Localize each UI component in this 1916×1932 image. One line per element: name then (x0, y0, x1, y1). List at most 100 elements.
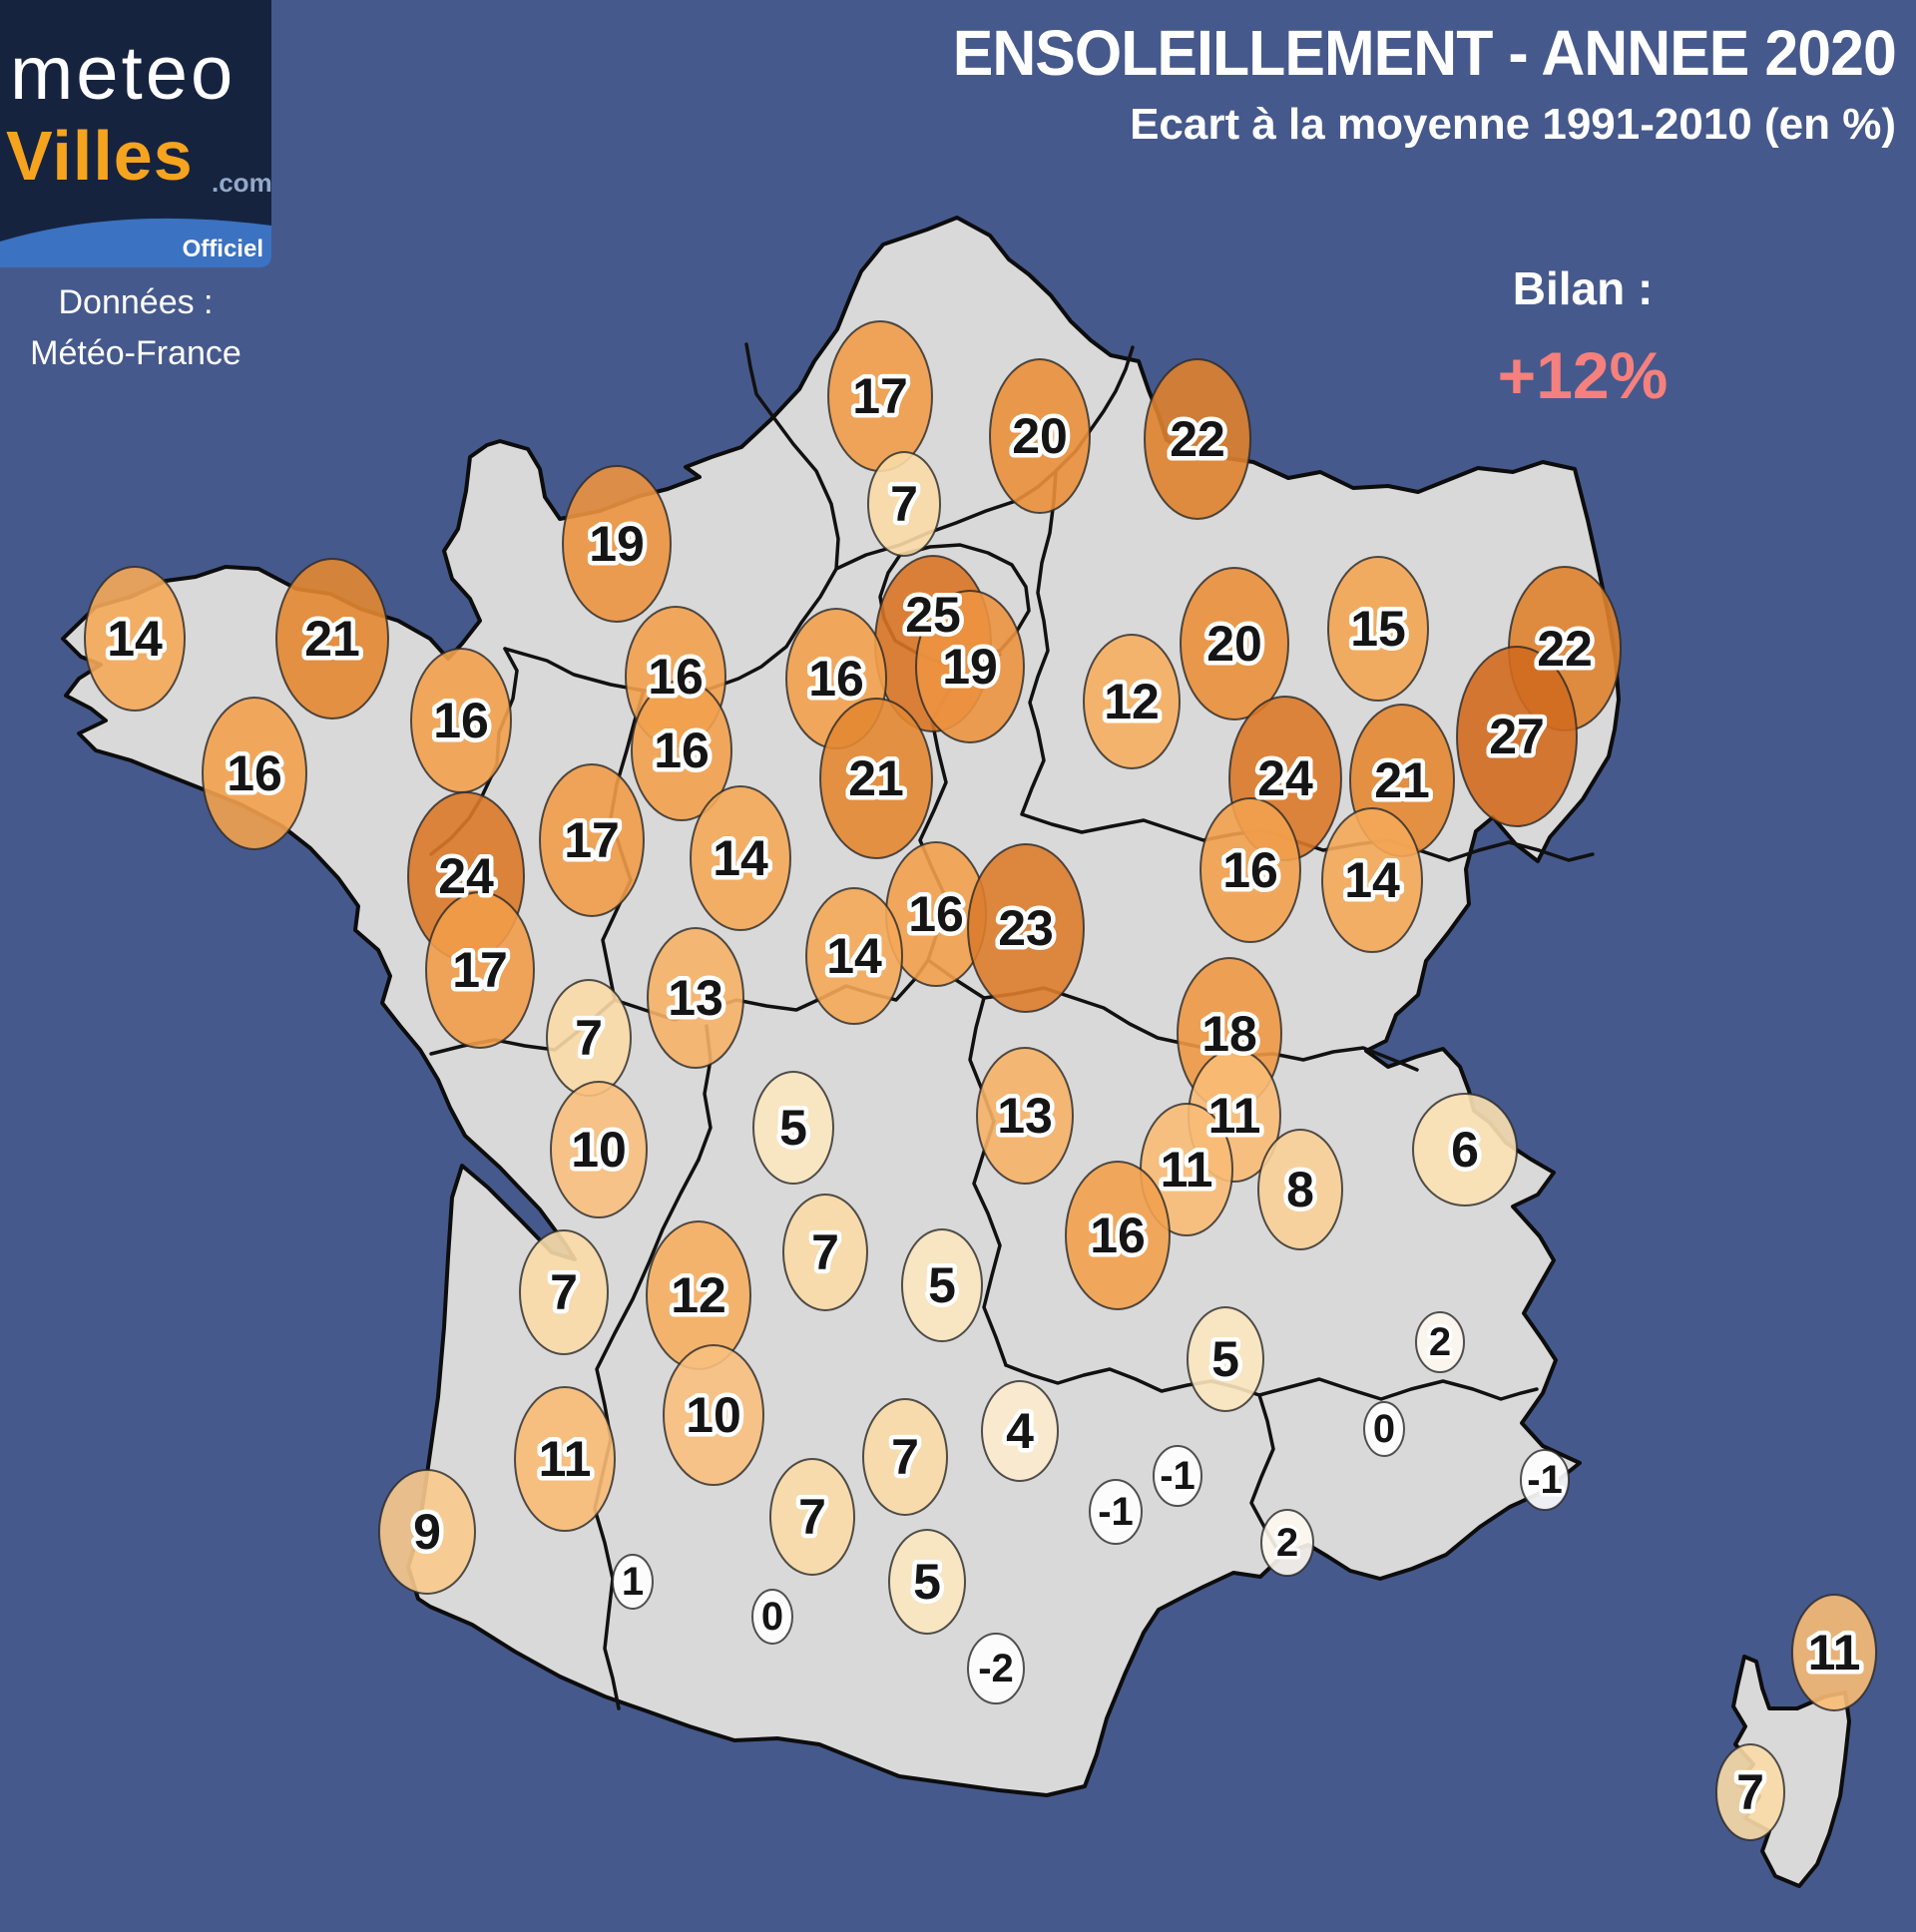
map-bubble-value: 0 (1373, 1407, 1395, 1451)
map-bubble-value: 24 (438, 848, 494, 904)
sunshine-bubbles (84, 320, 1877, 1841)
map-bubble-value: 22 (1170, 411, 1225, 467)
map-bubble-value: 1 (622, 1560, 644, 1604)
map-bubble-value: 19 (942, 639, 998, 695)
logo-text-meteo: meteo (10, 31, 237, 116)
map-bubble (1715, 1743, 1785, 1841)
page-subtitle: Ecart à la moyenne 1991-2010 (en %) (1130, 100, 1896, 149)
map-bubble-value: 14 (1344, 852, 1400, 908)
map-bubble (690, 785, 791, 931)
map-bubble (663, 1344, 764, 1486)
map-bubble-value: 10 (686, 1387, 741, 1443)
map-bubble (752, 1071, 834, 1185)
map-bubble-value: 4 (1006, 1403, 1034, 1459)
map-bubble (539, 763, 645, 917)
map-bubble (1083, 634, 1181, 769)
map-bubble (782, 1194, 868, 1311)
map-bubble-value: 12 (1104, 674, 1160, 729)
map-bubble-value: 2 (1429, 1320, 1451, 1364)
map-bubble-value: 17 (564, 812, 620, 868)
map-bubble (862, 1398, 948, 1516)
map-bubble (1791, 1594, 1877, 1711)
map-bubble (84, 566, 186, 712)
map-bubble-value: 17 (852, 368, 908, 424)
map-bubble-value: 16 (908, 886, 964, 942)
map-bubble-value: 15 (1350, 601, 1406, 657)
map-bubble (1363, 1401, 1405, 1457)
map-bubble (888, 1529, 966, 1635)
map-bubble-value: 16 (1222, 842, 1278, 898)
map-bubble (202, 697, 307, 850)
map-bubble (901, 1228, 983, 1342)
map-bubble (1144, 358, 1251, 520)
map-bubble (819, 698, 933, 859)
map-bubble-value: 16 (1090, 1208, 1146, 1263)
summary-value: +12% (1497, 338, 1669, 412)
map-bubble-value: 5 (928, 1257, 956, 1313)
map-bubble-value: 21 (1374, 752, 1430, 808)
map-bubble-value: 0 (761, 1595, 783, 1639)
map-bubble (1199, 797, 1301, 943)
map-bubble (1089, 1479, 1143, 1545)
logo-text-com: .com (212, 168, 271, 198)
map-bubble-value: 16 (654, 723, 710, 778)
map-bubble-value: 21 (304, 611, 360, 667)
map-bubble-value: 14 (107, 611, 163, 667)
map-bubble (1180, 567, 1289, 721)
map-bubble-value: 24 (1257, 750, 1313, 806)
map-bubble (514, 1386, 616, 1532)
map-bubble (1257, 1129, 1343, 1250)
map-bubble-value: 5 (913, 1554, 941, 1610)
logo-swoosh-band (0, 218, 271, 267)
map-bubble-value: -1 (1527, 1458, 1563, 1502)
map-bubble-value: 5 (779, 1100, 807, 1156)
corsica-landmass (1731, 1655, 1851, 1888)
map-bubble (1153, 1445, 1202, 1507)
map-bubble-value: 7 (550, 1264, 578, 1320)
map-bubble-value: 7 (891, 1429, 919, 1485)
map-bubble-value: 7 (798, 1489, 826, 1545)
map-bubble (1412, 1093, 1518, 1207)
map-bubble-value: 10 (571, 1122, 627, 1178)
map-bubble-value: -1 (1098, 1490, 1134, 1534)
map-bubble (967, 1633, 1025, 1704)
map-bubble-value: 11 (1208, 1088, 1261, 1144)
map-bubble (647, 927, 744, 1069)
map-bubble-value: 13 (997, 1088, 1053, 1144)
map-bubble (867, 451, 941, 557)
map-bubble (805, 887, 903, 1025)
map-bubble-value: 11 (1808, 1625, 1861, 1681)
map-bubble-value: 7 (890, 476, 918, 532)
data-source-caption: Données : Météo-France (0, 277, 271, 379)
map-bubble (1321, 807, 1423, 953)
map-bubble-value: 11 (1161, 1142, 1213, 1198)
map-bubble (550, 1081, 648, 1218)
map-bubble-value: -1 (1160, 1454, 1196, 1498)
map-bubble-value: 8 (1286, 1162, 1314, 1217)
summary-block: Bilan : +12% (1449, 261, 1716, 413)
map-bubble-value: 7 (575, 1010, 603, 1066)
map-bubble-value: 14 (826, 928, 882, 984)
data-source-line1: Données : (58, 283, 214, 321)
map-bubble-value: 7 (811, 1224, 839, 1280)
map-bubble (1327, 556, 1429, 702)
map-bubble-value: 14 (713, 830, 768, 886)
map-bubble-value: 25 (905, 587, 961, 643)
map-bubble (612, 1554, 654, 1610)
map-bubble-value: 18 (1201, 1006, 1257, 1062)
map-bubble-value: 20 (1206, 616, 1262, 672)
map-bubble-value: 5 (1211, 1331, 1239, 1387)
map-bubble (631, 680, 732, 821)
map-bubble (915, 590, 1025, 743)
map-bubble (378, 1469, 476, 1595)
map-bubble (425, 891, 535, 1049)
map-bubble-value: 23 (998, 900, 1054, 956)
map-bubble-value: 22 (1537, 621, 1593, 677)
map-bubble-value: 6 (1451, 1122, 1479, 1178)
map-bubble-value: 2 (1276, 1521, 1298, 1565)
map-bubble-value: 11 (539, 1431, 592, 1487)
map-bubble-value: 16 (433, 693, 489, 748)
map-bubble (967, 843, 1085, 1013)
